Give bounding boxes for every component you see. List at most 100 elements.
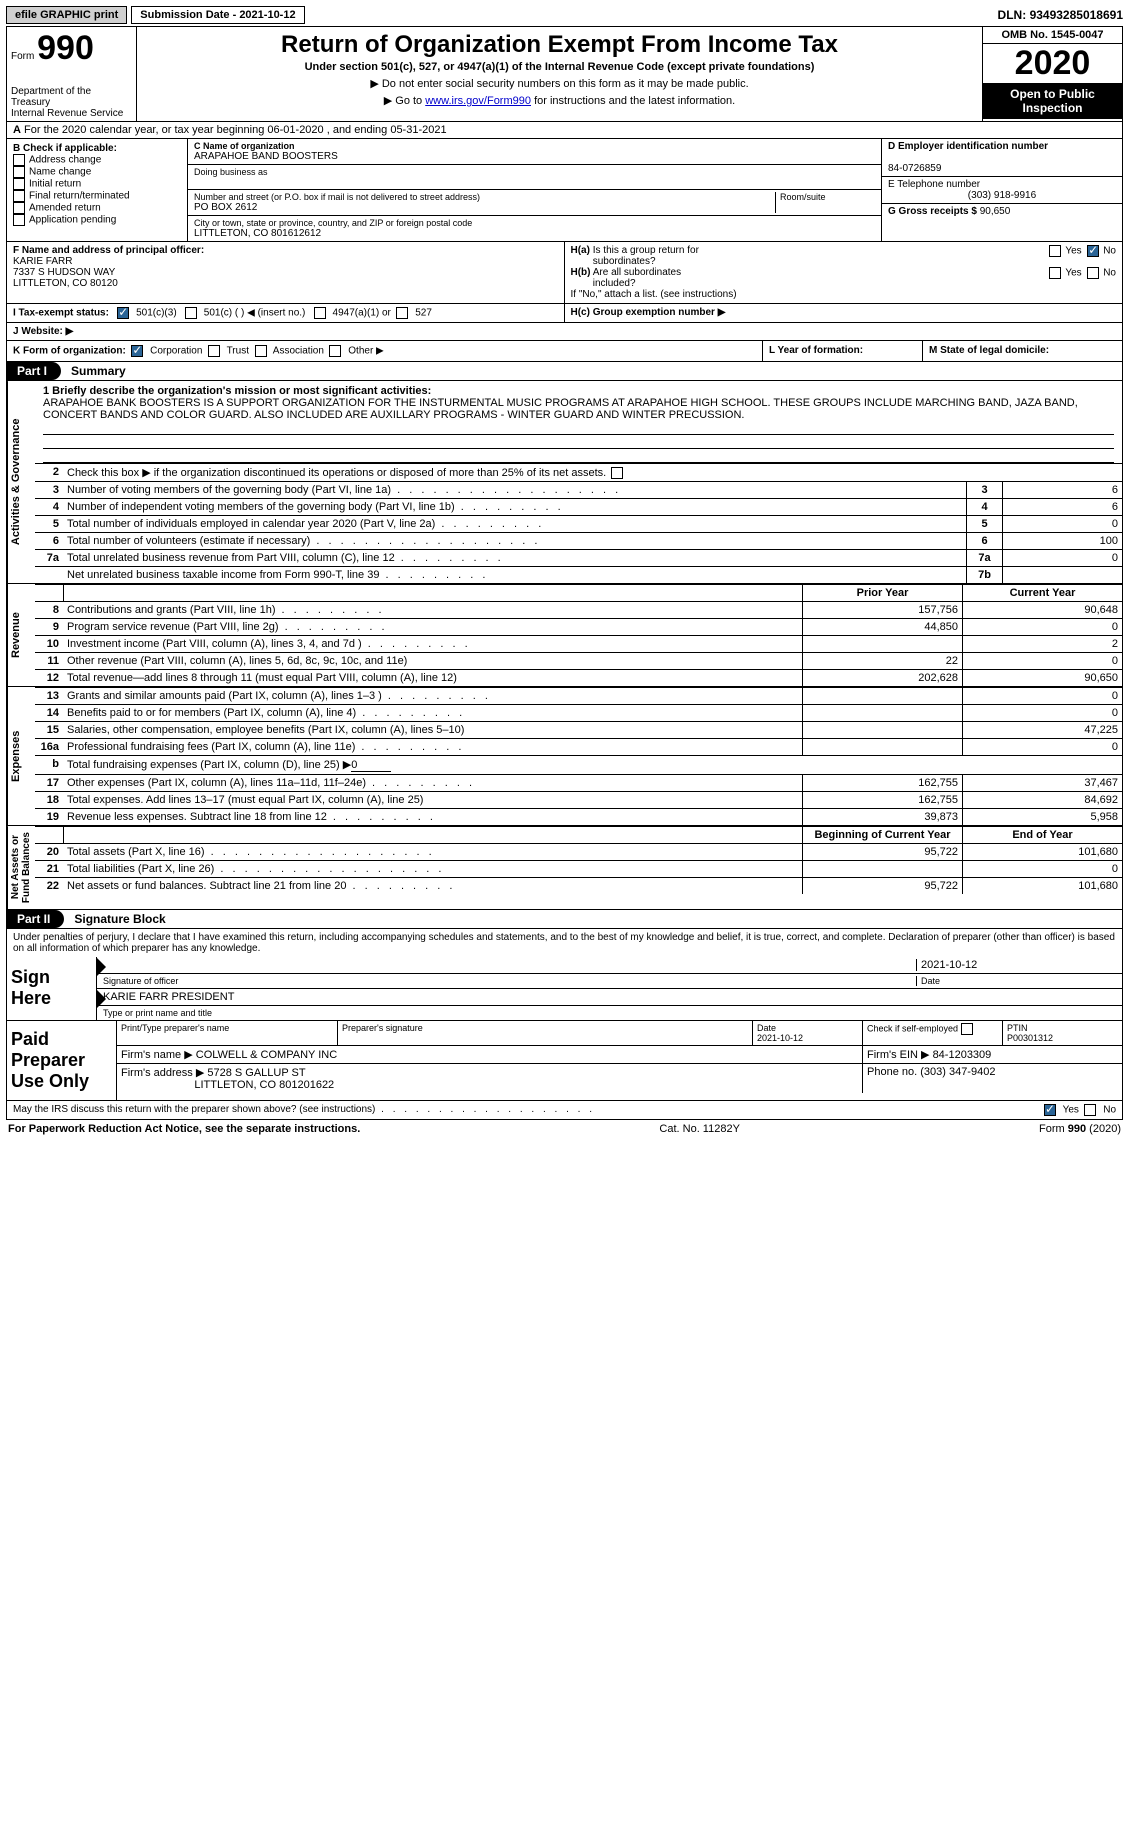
- cb-irs-no[interactable]: [1084, 1104, 1096, 1116]
- period-row: A For the 2020 calendar year, or tax yea…: [6, 122, 1123, 139]
- cb-other[interactable]: [329, 345, 341, 357]
- cb-initial[interactable]: [13, 178, 25, 190]
- ln13-n: 13: [35, 688, 63, 704]
- ln16a-t: Professional fundraising fees (Part IX, …: [63, 739, 802, 755]
- opt-other: Other ▶: [348, 346, 383, 357]
- opt-amended: Amended return: [29, 203, 101, 214]
- cb-name-change[interactable]: [13, 166, 25, 178]
- rev-section: Revenue Prior YearCurrent Year 8Contribu…: [6, 584, 1123, 687]
- cb-amended[interactable]: [13, 202, 25, 214]
- ln20-py: 95,722: [802, 844, 962, 860]
- cb-hb-yes[interactable]: [1049, 267, 1061, 279]
- part-i-tag: Part I: [7, 362, 61, 380]
- firm-addr2: LITTLETON, CO 801201622: [194, 1079, 334, 1091]
- c-name-label: C Name of organization: [194, 141, 295, 151]
- cb-addr-change[interactable]: [13, 154, 25, 166]
- irs-link[interactable]: www.irs.gov/Form990: [425, 95, 531, 107]
- sign-block: Sign Here 2021-10-12 Signature of office…: [6, 957, 1123, 1021]
- ln8-py: 157,756: [802, 602, 962, 618]
- ln12-cy: 90,650: [962, 670, 1122, 686]
- ln7b-box: 7b: [966, 567, 1002, 583]
- cb-assoc[interactable]: [255, 345, 267, 357]
- cb-irs-yes[interactable]: [1044, 1104, 1056, 1116]
- firm-addr-label: Firm's address ▶: [121, 1067, 204, 1079]
- form-title: Return of Organization Exempt From Incom…: [143, 31, 976, 59]
- ln7b-text: Net unrelated business taxable income fr…: [63, 567, 966, 583]
- ln9-py: 44,850: [802, 619, 962, 635]
- ln8-cy: 90,648: [962, 602, 1122, 618]
- ln18-py: 162,755: [802, 792, 962, 808]
- box-k: K Form of organization: Corporation Trus…: [7, 341, 762, 361]
- dln-label: DLN:: [998, 8, 1027, 22]
- ln5-num: 5: [35, 516, 63, 532]
- firm-label: Firm's name ▶: [121, 1049, 193, 1061]
- cb-ha-no[interactable]: [1087, 245, 1099, 257]
- cb-ha-yes[interactable]: [1049, 245, 1061, 257]
- cb-hb-no[interactable]: [1087, 267, 1099, 279]
- ln16b-u: 0: [351, 759, 391, 772]
- room-label: Room/suite: [775, 192, 875, 213]
- na-vlabel: Net Assets or Fund Balances: [7, 826, 35, 909]
- ln16b-t: Total fundraising expenses (Part IX, col…: [63, 756, 802, 774]
- cb-corp[interactable]: [131, 345, 143, 357]
- row-fh: F Name and address of principal officer:…: [6, 242, 1123, 304]
- ln21-t: Total liabilities (Part X, line 26): [63, 861, 802, 877]
- ln4-text: Number of independent voting members of …: [63, 499, 966, 515]
- ln13-t: Grants and similar amounts paid (Part IX…: [63, 688, 802, 704]
- form-label: Form: [11, 51, 34, 62]
- header-left: Form 990 Department of the Treasury Inte…: [7, 27, 137, 121]
- line-2-text: Check this box ▶ if the organization dis…: [67, 467, 606, 479]
- cb-527[interactable]: [396, 307, 408, 319]
- cb-line2[interactable]: [611, 467, 623, 479]
- part-i-header: Part I Summary: [6, 362, 1123, 381]
- cb-self-emp[interactable]: [961, 1023, 973, 1035]
- opt-501c: 501(c) ( ) ◀ (insert no.): [204, 308, 306, 319]
- city-label: City or town, state or province, country…: [194, 218, 875, 228]
- cb-app-pending[interactable]: [13, 214, 25, 226]
- omb-number: OMB No. 1545-0047: [983, 27, 1122, 44]
- sig-date: 2021-10-12: [916, 959, 1116, 971]
- prep-h5: PTIN: [1007, 1023, 1028, 1033]
- opt-final: Final return/terminated: [29, 191, 130, 202]
- efile-btn[interactable]: efile GRAPHIC print: [6, 6, 127, 24]
- ln10-t: Investment income (Part VIII, column (A)…: [63, 636, 802, 652]
- box-c: C Name of organization ARAPAHOE BAND BOO…: [187, 139, 882, 241]
- ln16a-cy: 0: [962, 739, 1122, 755]
- ln6-box: 6: [966, 533, 1002, 549]
- ln22-t: Net assets or fund balances. Subtract li…: [63, 878, 802, 894]
- cb-501c[interactable]: [185, 307, 197, 319]
- cb-4947[interactable]: [314, 307, 326, 319]
- ln7a-text: Total unrelated business revenue from Pa…: [63, 550, 966, 566]
- ln7b-num: [35, 567, 63, 583]
- ln14-n: 14: [35, 705, 63, 721]
- subtitle-3: ▶ Go to www.irs.gov/Form990 for instruct…: [143, 94, 976, 107]
- ln14-t: Benefits paid to or for members (Part IX…: [63, 705, 802, 721]
- cb-final[interactable]: [13, 190, 25, 202]
- box-m: M State of legal domicile:: [922, 341, 1122, 361]
- ln20-n: 20: [35, 844, 63, 860]
- row-i: I Tax-exempt status: 501(c)(3) 501(c) ( …: [6, 304, 1123, 323]
- submission-btn[interactable]: Submission Date - 2021-10-12: [131, 6, 304, 24]
- j-label: J Website: ▶: [13, 326, 73, 337]
- ln11-cy: 0: [962, 653, 1122, 669]
- ln16a-n: 16a: [35, 739, 63, 755]
- opt-527: 527: [415, 308, 432, 319]
- opt-initial: Initial return: [29, 179, 81, 190]
- sub3-post: for instructions and the latest informat…: [534, 95, 735, 107]
- box-deg: D Employer identification number 84-0726…: [882, 139, 1122, 241]
- ln10-n: 10: [35, 636, 63, 652]
- ln7a-val: 0: [1002, 550, 1122, 566]
- gross-label: G Gross receipts $: [888, 206, 977, 217]
- col-eoy: End of Year: [962, 827, 1122, 843]
- mission-text: ARAPAHOE BANK BOOSTERS IS A SUPPORT ORGA…: [43, 397, 1078, 421]
- box-hc: H(c) Group exemption number ▶: [565, 304, 1123, 322]
- ln20-t: Total assets (Part X, line 16): [63, 844, 802, 860]
- ln14-py: [802, 705, 962, 721]
- ln22-n: 22: [35, 878, 63, 894]
- cb-501c3[interactable]: [117, 307, 129, 319]
- org-city: LITTLETON, CO 801612612: [194, 228, 875, 239]
- ln13-cy: 0: [962, 688, 1122, 704]
- part-ii-tag: Part II: [7, 910, 64, 928]
- cb-trust[interactable]: [208, 345, 220, 357]
- ln17-py: 162,755: [802, 775, 962, 791]
